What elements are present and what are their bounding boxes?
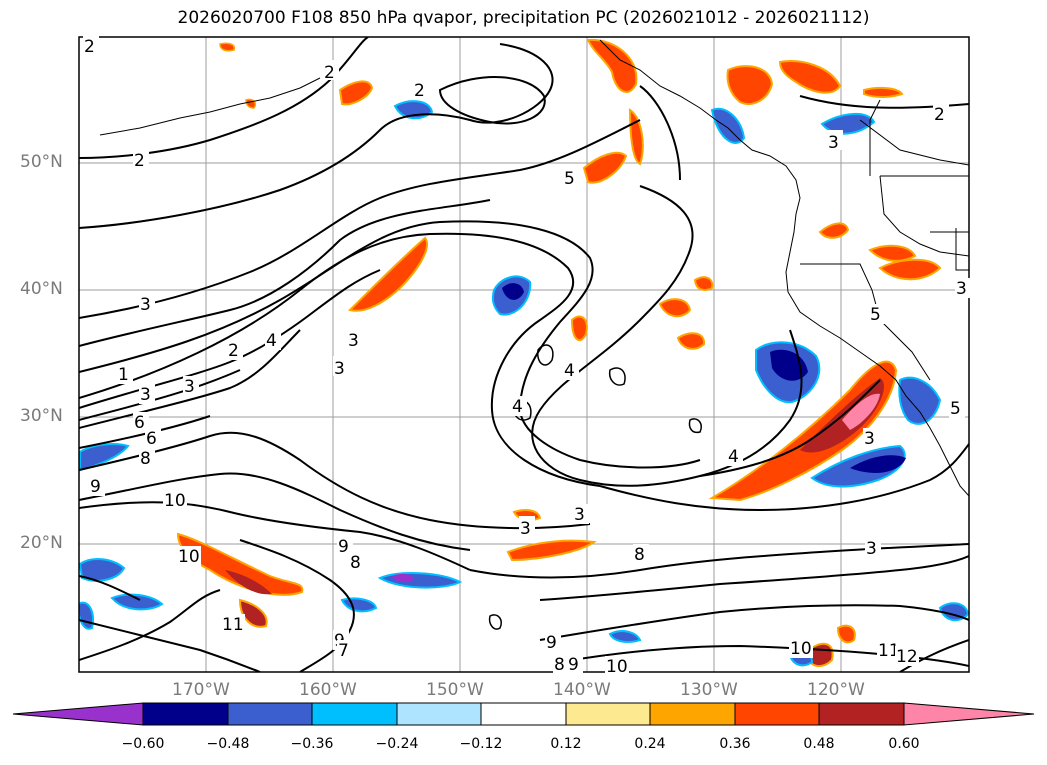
- contour-label: 3: [864, 429, 875, 449]
- contour-label: 7: [338, 641, 349, 661]
- contour-label: 10: [606, 657, 628, 677]
- contour-label: 4: [512, 397, 523, 417]
- contour-label: 3: [574, 505, 585, 525]
- contour-label: 3: [184, 377, 195, 397]
- lat-label-40n: 40°N: [20, 279, 63, 299]
- contour-label: 10: [164, 491, 186, 511]
- colorbar: [12, 702, 1035, 726]
- contour-label: 3: [828, 133, 839, 153]
- contour-label: 8: [554, 655, 565, 675]
- contour-label: 5: [950, 399, 961, 419]
- contour-label: 2: [934, 105, 945, 125]
- lon-label-150w: 150°W: [426, 680, 484, 700]
- contour-label: 3: [140, 385, 151, 405]
- contour-label: 5: [564, 169, 575, 189]
- contour-label: 8: [634, 545, 645, 565]
- contour-label: 9: [90, 477, 101, 497]
- colorbar-tick: −0.60: [121, 736, 165, 752]
- contour-label: 3: [348, 331, 359, 351]
- contour-label: 4: [564, 361, 575, 381]
- contour-label: 8: [140, 449, 151, 469]
- precip-positive: [176, 38, 942, 668]
- lat-label-20n: 20°N: [20, 533, 63, 553]
- colorbar-tick: 0.36: [719, 736, 751, 752]
- contour-label: 9: [338, 537, 349, 557]
- contour-label: 2: [324, 63, 335, 83]
- lon-label-160w: 160°W: [299, 680, 357, 700]
- colorbar-tick: −0.12: [459, 736, 503, 752]
- contour-label: 4: [266, 331, 277, 351]
- colorbar-segment: [480, 702, 567, 726]
- contour-label: 9: [568, 655, 579, 675]
- colorbar-segment: [227, 702, 313, 726]
- contour-label: 3: [866, 539, 877, 559]
- qvapor-contours: [79, 37, 969, 672]
- contour-label: 9: [546, 633, 557, 653]
- contour-label: 6: [134, 413, 145, 433]
- contour-label: 3: [520, 519, 531, 539]
- contour-label: 10: [178, 547, 200, 567]
- lat-label-50n: 50°N: [20, 152, 63, 172]
- contour-label: 8: [350, 553, 361, 573]
- colorbar-tick: −0.48: [206, 736, 250, 752]
- colorbar-segment: [396, 702, 482, 726]
- contour-label: 10: [790, 639, 812, 659]
- contour-label: 2: [84, 37, 95, 57]
- colorbar-segment: [734, 702, 820, 726]
- lon-label-140w: 140°W: [553, 680, 611, 700]
- contour-label: 2: [134, 151, 145, 171]
- coastlines: [99, 39, 969, 497]
- precip-negative: [79, 100, 969, 667]
- contour-label: 2: [414, 81, 425, 101]
- map-title: 2026020700 F108 850 hPa qvapor, precipit…: [177, 8, 870, 28]
- contour-label: 11: [878, 641, 900, 661]
- contour-label: 4: [728, 447, 739, 467]
- contour-label: 2: [228, 341, 239, 361]
- colorbar-segment: [818, 702, 905, 726]
- lon-label-170w: 170°W: [172, 680, 230, 700]
- colorbar-tick: 0.60: [888, 736, 920, 752]
- lon-label-120w: 120°W: [807, 680, 865, 700]
- contour-label-group: 2 2 2 2 2 3 5 3 3 4 2 3 1 3 3 6 6 8 9: [83, 36, 971, 677]
- colorbar-tick: −0.36: [290, 736, 334, 752]
- contour-label: 3: [956, 279, 967, 299]
- colorbar-extend-low: [12, 702, 144, 726]
- colorbar-tick: 0.24: [634, 736, 666, 752]
- contour-label: 12: [896, 647, 918, 667]
- colorbar-extend-high: [903, 702, 1035, 726]
- colorbar-tick: −0.24: [375, 736, 419, 752]
- lat-label-30n: 30°N: [20, 406, 63, 426]
- colorbar-tick: 0.48: [803, 736, 835, 752]
- contour-label: 11: [222, 615, 244, 635]
- contour-label: 3: [140, 295, 151, 315]
- contour-label: 5: [870, 305, 881, 325]
- contour-label: 1: [118, 365, 129, 385]
- colorbar-segment: [142, 702, 229, 726]
- colorbar-tick: 0.12: [550, 736, 582, 752]
- lon-label-130w: 130°W: [680, 680, 738, 700]
- colorbar-segment: [565, 702, 651, 726]
- contour-label: 3: [334, 359, 345, 379]
- colorbar-segment: [649, 702, 736, 726]
- contour-label: 6: [146, 429, 157, 449]
- map-frame: [78, 36, 970, 673]
- colorbar-segment: [311, 702, 398, 726]
